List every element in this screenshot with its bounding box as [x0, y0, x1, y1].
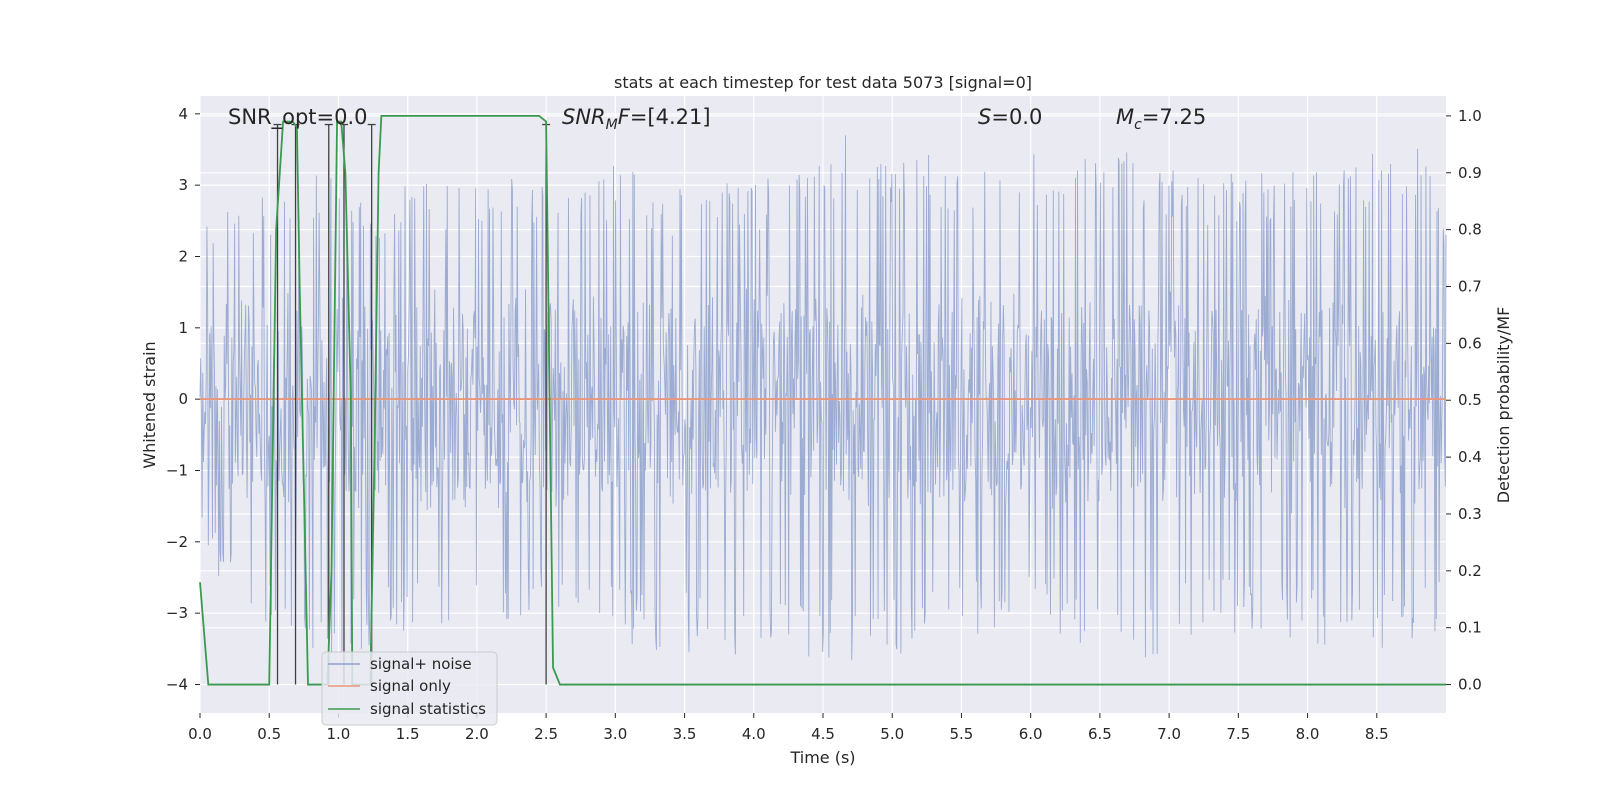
x-tick-label: 0.0: [188, 725, 212, 743]
y-right-tick-label: 0.6: [1458, 334, 1482, 352]
x-tick-label: 3.0: [603, 725, 627, 743]
signal-statistics-line: [199, 115, 1446, 686]
signal-noise-series: [199, 135, 1447, 660]
x-tick-label: 7.5: [1226, 725, 1250, 743]
annotation-s-value: =0.0: [991, 105, 1042, 129]
signal-statistics-series: [199, 115, 1446, 686]
legend-box: [321, 651, 498, 726]
annotation-snr-opt: SNR_opt=0.0: [228, 105, 368, 130]
y-right-tick-label: 0.5: [1458, 391, 1482, 409]
x-tick-label: 4.0: [742, 725, 766, 743]
y-right-tick-label: 0.7: [1458, 278, 1482, 296]
x-tick-label: 6.5: [1088, 725, 1112, 743]
legend: signal+ noise signal only signal statist…: [321, 651, 498, 726]
y-axis-right-ticks: 1.0 0.9 0.8 0.7 0.6 0.5 0.4 0.3 0.2 0.1 0.0: [1446, 107, 1482, 694]
x-tick-label: 3.5: [673, 725, 697, 743]
x-tick-label: 5.5: [950, 725, 974, 743]
x-tick-label: 2.5: [534, 725, 558, 743]
y-left-tick-label: −3: [166, 604, 188, 622]
y-right-tick-label: 0.8: [1458, 221, 1482, 239]
annotation-mc-value: =7.25: [1142, 105, 1206, 129]
y-left-tick-label: −2: [166, 533, 188, 551]
x-tick-label: 1.0: [327, 725, 351, 743]
y-right-tick-label: 0.0: [1458, 676, 1482, 694]
y-left-tick-label: −4: [166, 675, 188, 693]
detection-vlines: [273, 123, 551, 685]
x-axis-label: Time (s): [789, 748, 855, 767]
y-axis-label-left: Whitened strain: [140, 341, 159, 468]
y-left-tick-label: 4: [178, 105, 188, 123]
x-tick-label: 7.0: [1157, 725, 1181, 743]
annotation-mc: Mc=7.25: [1116, 105, 1206, 133]
legend-label-signal-only: signal only: [370, 677, 451, 695]
signal-noise-line: [199, 135, 1447, 660]
x-tick-label: 2.0: [465, 725, 489, 743]
x-tick-label: 4.5: [811, 725, 835, 743]
annotation-s: S=0.0: [978, 105, 1042, 129]
y-axis-label-right: Detection probability/MF: [1494, 307, 1513, 504]
y-left-tick-label: −1: [166, 461, 188, 479]
annotation-snr-mf: SNRMF=[4.21]: [562, 105, 711, 133]
y-right-tick-label: 0.2: [1458, 562, 1482, 580]
y-right-tick-label: 0.3: [1458, 505, 1482, 523]
y-axis-left-ticks: 4 3 2 1 0 −1 −2 −3 −4: [166, 105, 200, 693]
y-right-tick-label: 1.0: [1458, 107, 1482, 125]
y-left-tick-label: 3: [178, 176, 188, 194]
y-left-tick-label: 1: [178, 319, 188, 337]
x-axis-ticks: 0.0 0.5 1.0 1.5 2.0 2.5 3.0 3.5 4.0 4.5 5.0 5.5 6.0 6…: [188, 713, 1389, 743]
x-tick-label: 8.0: [1296, 725, 1320, 743]
x-tick-label: 5.0: [880, 725, 904, 743]
x-tick-label: 6.0: [1019, 725, 1043, 743]
x-tick-label: 0.5: [257, 725, 281, 743]
x-tick-label: 1.5: [396, 725, 420, 743]
y-left-tick-label: 2: [178, 247, 188, 265]
chart-title: stats at each timestep for test data 507…: [614, 73, 1032, 92]
legend-label-signal-statistics: signal statistics: [370, 700, 486, 718]
annotation-snr-mf-value: =[4.21]: [630, 105, 711, 129]
x-tick-label: 8.5: [1365, 725, 1389, 743]
legend-label-signal-noise: signal+ noise: [370, 655, 472, 673]
y-right-tick-label: 0.1: [1458, 619, 1482, 637]
y-left-tick-label: 0: [178, 390, 188, 408]
y-right-tick-label: 0.4: [1458, 448, 1482, 466]
y-right-tick-label: 0.9: [1458, 164, 1482, 182]
